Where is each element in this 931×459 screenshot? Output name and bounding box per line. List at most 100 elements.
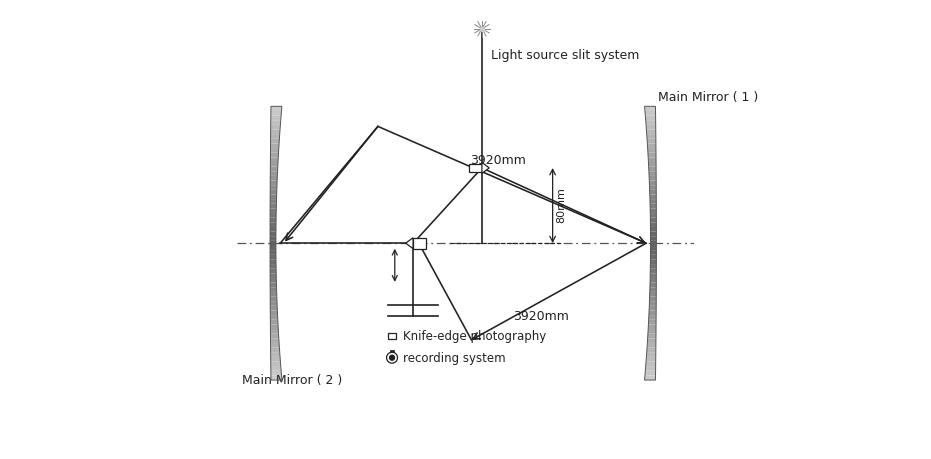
Polygon shape [271, 139, 279, 143]
Polygon shape [270, 195, 277, 199]
Bar [469, 164, 482, 172]
Polygon shape [648, 334, 656, 338]
Polygon shape [271, 111, 281, 116]
Polygon shape [649, 315, 656, 320]
Polygon shape [271, 343, 279, 347]
Polygon shape [647, 134, 655, 139]
Polygon shape [651, 264, 656, 269]
Polygon shape [648, 325, 656, 329]
Polygon shape [270, 222, 276, 227]
Polygon shape [271, 134, 279, 139]
Polygon shape [271, 129, 280, 134]
Polygon shape [270, 190, 277, 195]
Polygon shape [271, 120, 281, 125]
Polygon shape [647, 343, 656, 347]
Polygon shape [649, 180, 656, 185]
Polygon shape [650, 190, 656, 195]
Polygon shape [271, 125, 280, 129]
Polygon shape [270, 287, 277, 292]
Polygon shape [271, 106, 282, 111]
Polygon shape [270, 180, 277, 185]
Polygon shape [270, 241, 276, 246]
Polygon shape [650, 287, 656, 292]
Polygon shape [649, 301, 656, 306]
Polygon shape [646, 352, 655, 357]
Polygon shape [649, 176, 656, 180]
Polygon shape [270, 246, 276, 250]
Polygon shape [646, 357, 655, 362]
Polygon shape [271, 357, 280, 362]
Polygon shape [270, 297, 277, 301]
Polygon shape [270, 320, 278, 325]
Polygon shape [270, 204, 277, 208]
Polygon shape [406, 238, 413, 249]
Polygon shape [270, 213, 277, 218]
Polygon shape [649, 306, 656, 310]
Polygon shape [650, 195, 656, 199]
Polygon shape [270, 306, 277, 310]
Polygon shape [651, 222, 656, 227]
Polygon shape [270, 162, 278, 167]
Polygon shape [271, 371, 281, 375]
Polygon shape [270, 334, 278, 338]
Polygon shape [648, 153, 656, 157]
Text: Light source slit system: Light source slit system [491, 49, 640, 62]
Polygon shape [650, 292, 656, 297]
Polygon shape [270, 325, 278, 329]
Polygon shape [651, 241, 656, 246]
Polygon shape [270, 232, 276, 236]
Polygon shape [270, 274, 277, 278]
Polygon shape [482, 162, 489, 174]
Polygon shape [271, 366, 281, 371]
Polygon shape [646, 129, 655, 134]
Polygon shape [651, 232, 656, 236]
Polygon shape [270, 292, 277, 297]
Polygon shape [270, 264, 277, 269]
Polygon shape [270, 283, 277, 287]
Bar [388, 333, 397, 339]
Text: Main Mirror ( 2 ): Main Mirror ( 2 ) [242, 374, 343, 386]
Polygon shape [270, 329, 278, 334]
Polygon shape [650, 269, 656, 274]
Polygon shape [270, 301, 277, 306]
Polygon shape [651, 218, 656, 222]
Polygon shape [271, 375, 282, 380]
Bar [413, 238, 425, 249]
Polygon shape [270, 176, 277, 180]
Polygon shape [270, 278, 277, 283]
Polygon shape [270, 259, 276, 264]
Polygon shape [651, 246, 656, 250]
Polygon shape [649, 167, 656, 171]
Polygon shape [648, 329, 656, 334]
Bar [390, 350, 395, 352]
Polygon shape [271, 143, 279, 148]
Polygon shape [645, 116, 655, 120]
Polygon shape [270, 227, 276, 232]
Polygon shape [646, 120, 655, 125]
Polygon shape [646, 362, 655, 366]
Polygon shape [649, 310, 656, 315]
Polygon shape [271, 338, 279, 343]
Circle shape [389, 355, 395, 360]
Polygon shape [270, 157, 278, 162]
Polygon shape [271, 116, 281, 120]
Polygon shape [270, 171, 277, 176]
Polygon shape [647, 338, 656, 343]
Text: 3920mm: 3920mm [470, 154, 526, 167]
Polygon shape [647, 347, 655, 352]
Text: 3920mm: 3920mm [513, 310, 569, 323]
Polygon shape [650, 204, 656, 208]
Polygon shape [270, 218, 277, 222]
Polygon shape [648, 320, 656, 325]
Polygon shape [270, 167, 277, 171]
Polygon shape [270, 315, 277, 320]
Polygon shape [650, 283, 656, 287]
Polygon shape [270, 148, 278, 153]
Text: Main Mirror ( 1 ): Main Mirror ( 1 ) [658, 91, 759, 104]
Polygon shape [651, 259, 656, 264]
Polygon shape [651, 236, 656, 241]
Polygon shape [651, 255, 656, 259]
Polygon shape [270, 153, 278, 157]
Polygon shape [648, 148, 656, 153]
Polygon shape [270, 208, 277, 213]
